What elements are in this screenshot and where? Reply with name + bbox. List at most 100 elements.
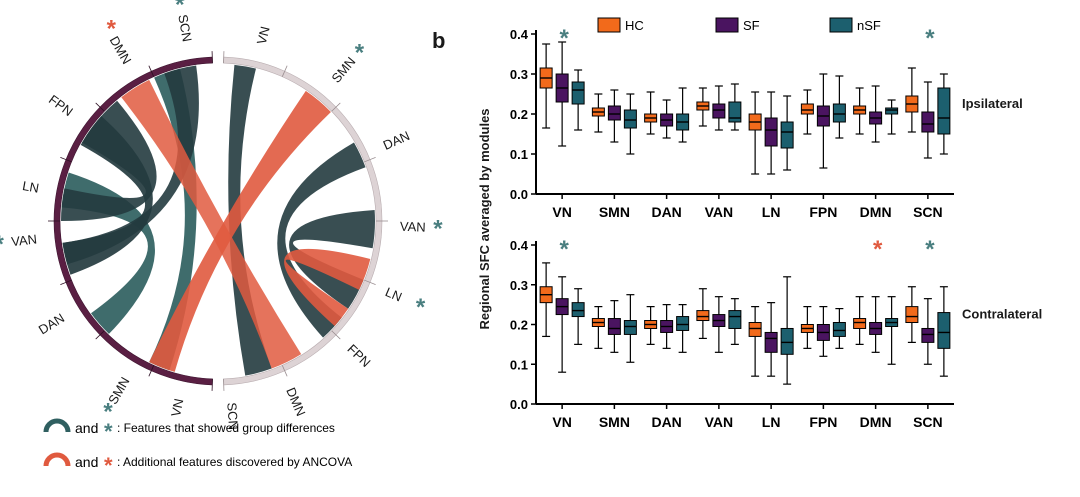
arc-divider: [148, 65, 155, 77]
box-sf-dan: [660, 99, 674, 139]
x-tick-label-ln: LN: [762, 204, 781, 220]
x-tick-label-scn: SCN: [913, 414, 943, 430]
node-label-left-van: VAN: [10, 232, 37, 250]
box-body: [748, 322, 762, 337]
box-nsf-scn: [937, 73, 951, 155]
node-label-right-vn: VN: [254, 25, 273, 46]
box-nsf-dmn: [885, 296, 899, 365]
significance-star-dmn-icon: *: [873, 236, 883, 263]
box-nsf-fpn: [832, 75, 846, 139]
box-body: [607, 318, 621, 335]
box-sf-vn: [555, 276, 569, 373]
box-sf-van: [712, 296, 726, 353]
arc-divider: [60, 156, 72, 163]
box-hc-dan: [644, 91, 658, 135]
box-hc-ln: [748, 306, 762, 377]
ribbon-ln-fpn-red: [284, 248, 371, 327]
box-nsf-dan: [676, 304, 690, 353]
footnote-star-icon: *: [104, 419, 113, 444]
box-body: [885, 107, 899, 115]
node-label-left-vn: VN: [168, 397, 186, 418]
y-tick-label: 0.3: [510, 67, 528, 82]
box-nsf-ln: [780, 95, 794, 171]
ribbon-vn-dmn: [228, 64, 272, 376]
box-hc-fpn: [800, 306, 814, 349]
box-hc-dmn: [853, 87, 867, 135]
box-hc-fpn: [800, 89, 814, 135]
box-sf-van: [712, 85, 726, 131]
star-right-smn-icon: *: [355, 39, 365, 66]
box-nsf-van: [728, 83, 742, 131]
legend-swatch-nsf: [829, 17, 853, 33]
box-hc-scn: [905, 286, 919, 343]
arc-divider: [60, 279, 72, 286]
box-body: [623, 320, 637, 335]
significance-star-vn-icon: *: [559, 25, 569, 52]
star-right-ln-icon: *: [416, 294, 426, 321]
box-nsf-ln: [780, 276, 794, 385]
significance-star-scn-icon: *: [925, 236, 935, 263]
significance-star-vn-icon: *: [559, 236, 569, 263]
arc-divider: [95, 102, 105, 112]
box-body: [623, 109, 637, 129]
box-sf-fpn: [816, 73, 830, 169]
footnote-text: : Additional features discovered by ANCO…: [117, 455, 352, 469]
box-body: [853, 318, 867, 329]
significance-star-scn-icon: *: [925, 25, 935, 52]
x-tick-label-dmn: DMN: [860, 414, 892, 430]
box-body: [937, 87, 951, 135]
box-hc-van: [696, 87, 710, 127]
footnote-and: and: [75, 420, 98, 436]
y-tick-label: 0.1: [510, 357, 528, 372]
box-body: [800, 103, 814, 115]
node-label-left-ln: LN: [21, 178, 40, 196]
box-hc-ln: [748, 91, 762, 175]
box-body: [832, 103, 846, 123]
y-axis-label: Regional SFC averaged by modules: [477, 108, 492, 329]
footnote-star-icon: *: [104, 453, 113, 478]
y-tick-label: 0.3: [510, 278, 528, 293]
x-tick-label-van: VAN: [705, 414, 734, 430]
ribbon-dmn-dmn-red: [121, 79, 302, 369]
box-sf-smn: [607, 89, 621, 143]
box-body: [764, 117, 778, 147]
legend-label-sf: SF: [743, 18, 760, 33]
panel-contralateral: 0.0 0.1 0.2 0.3 0.4 VN SMN DAN VAN LN FPN DMN SCN * * *…: [510, 236, 1042, 430]
box-body: [676, 316, 690, 331]
box-body: [780, 121, 794, 149]
x-tick-label-ln: LN: [762, 414, 781, 430]
box-sf-dmn: [869, 296, 883, 353]
arc-divider: [364, 279, 376, 286]
teal-arc-icon: [43, 418, 71, 433]
arc-divider: [281, 365, 288, 377]
panel-title-ipsilateral: Ipsilateral: [962, 96, 1023, 111]
ribbon-ln-smn: [61, 172, 155, 334]
box-hc-dan: [644, 306, 658, 345]
ribbon-van-scn: [62, 65, 199, 265]
x-tick-label-smn: SMN: [599, 204, 630, 220]
star-left-van-icon: *: [0, 231, 5, 258]
box-nsf-van: [728, 298, 742, 345]
arc-divider: [281, 65, 288, 77]
box-sf-fpn: [816, 306, 830, 357]
box-body: [764, 331, 778, 353]
star-right-van-icon: *: [433, 216, 443, 243]
box-sf-smn: [607, 300, 621, 353]
y-tick-label: 0.2: [510, 107, 528, 122]
y-tick-label: 0.4: [510, 238, 529, 253]
node-label-right-ln: LN: [383, 284, 404, 304]
box-body: [607, 105, 621, 121]
box-body: [921, 327, 935, 343]
box-body: [696, 310, 710, 322]
box-body: [780, 327, 794, 355]
box-nsf-vn: [571, 69, 585, 131]
box-sf-scn: [921, 81, 935, 159]
box-body: [712, 103, 726, 119]
box-sf-dmn: [869, 85, 883, 143]
y-tick-label: 0.4: [510, 27, 529, 42]
footnote-and: and: [75, 454, 98, 470]
arc-divider: [331, 102, 341, 112]
x-tick-label-dan: DAN: [651, 204, 681, 220]
